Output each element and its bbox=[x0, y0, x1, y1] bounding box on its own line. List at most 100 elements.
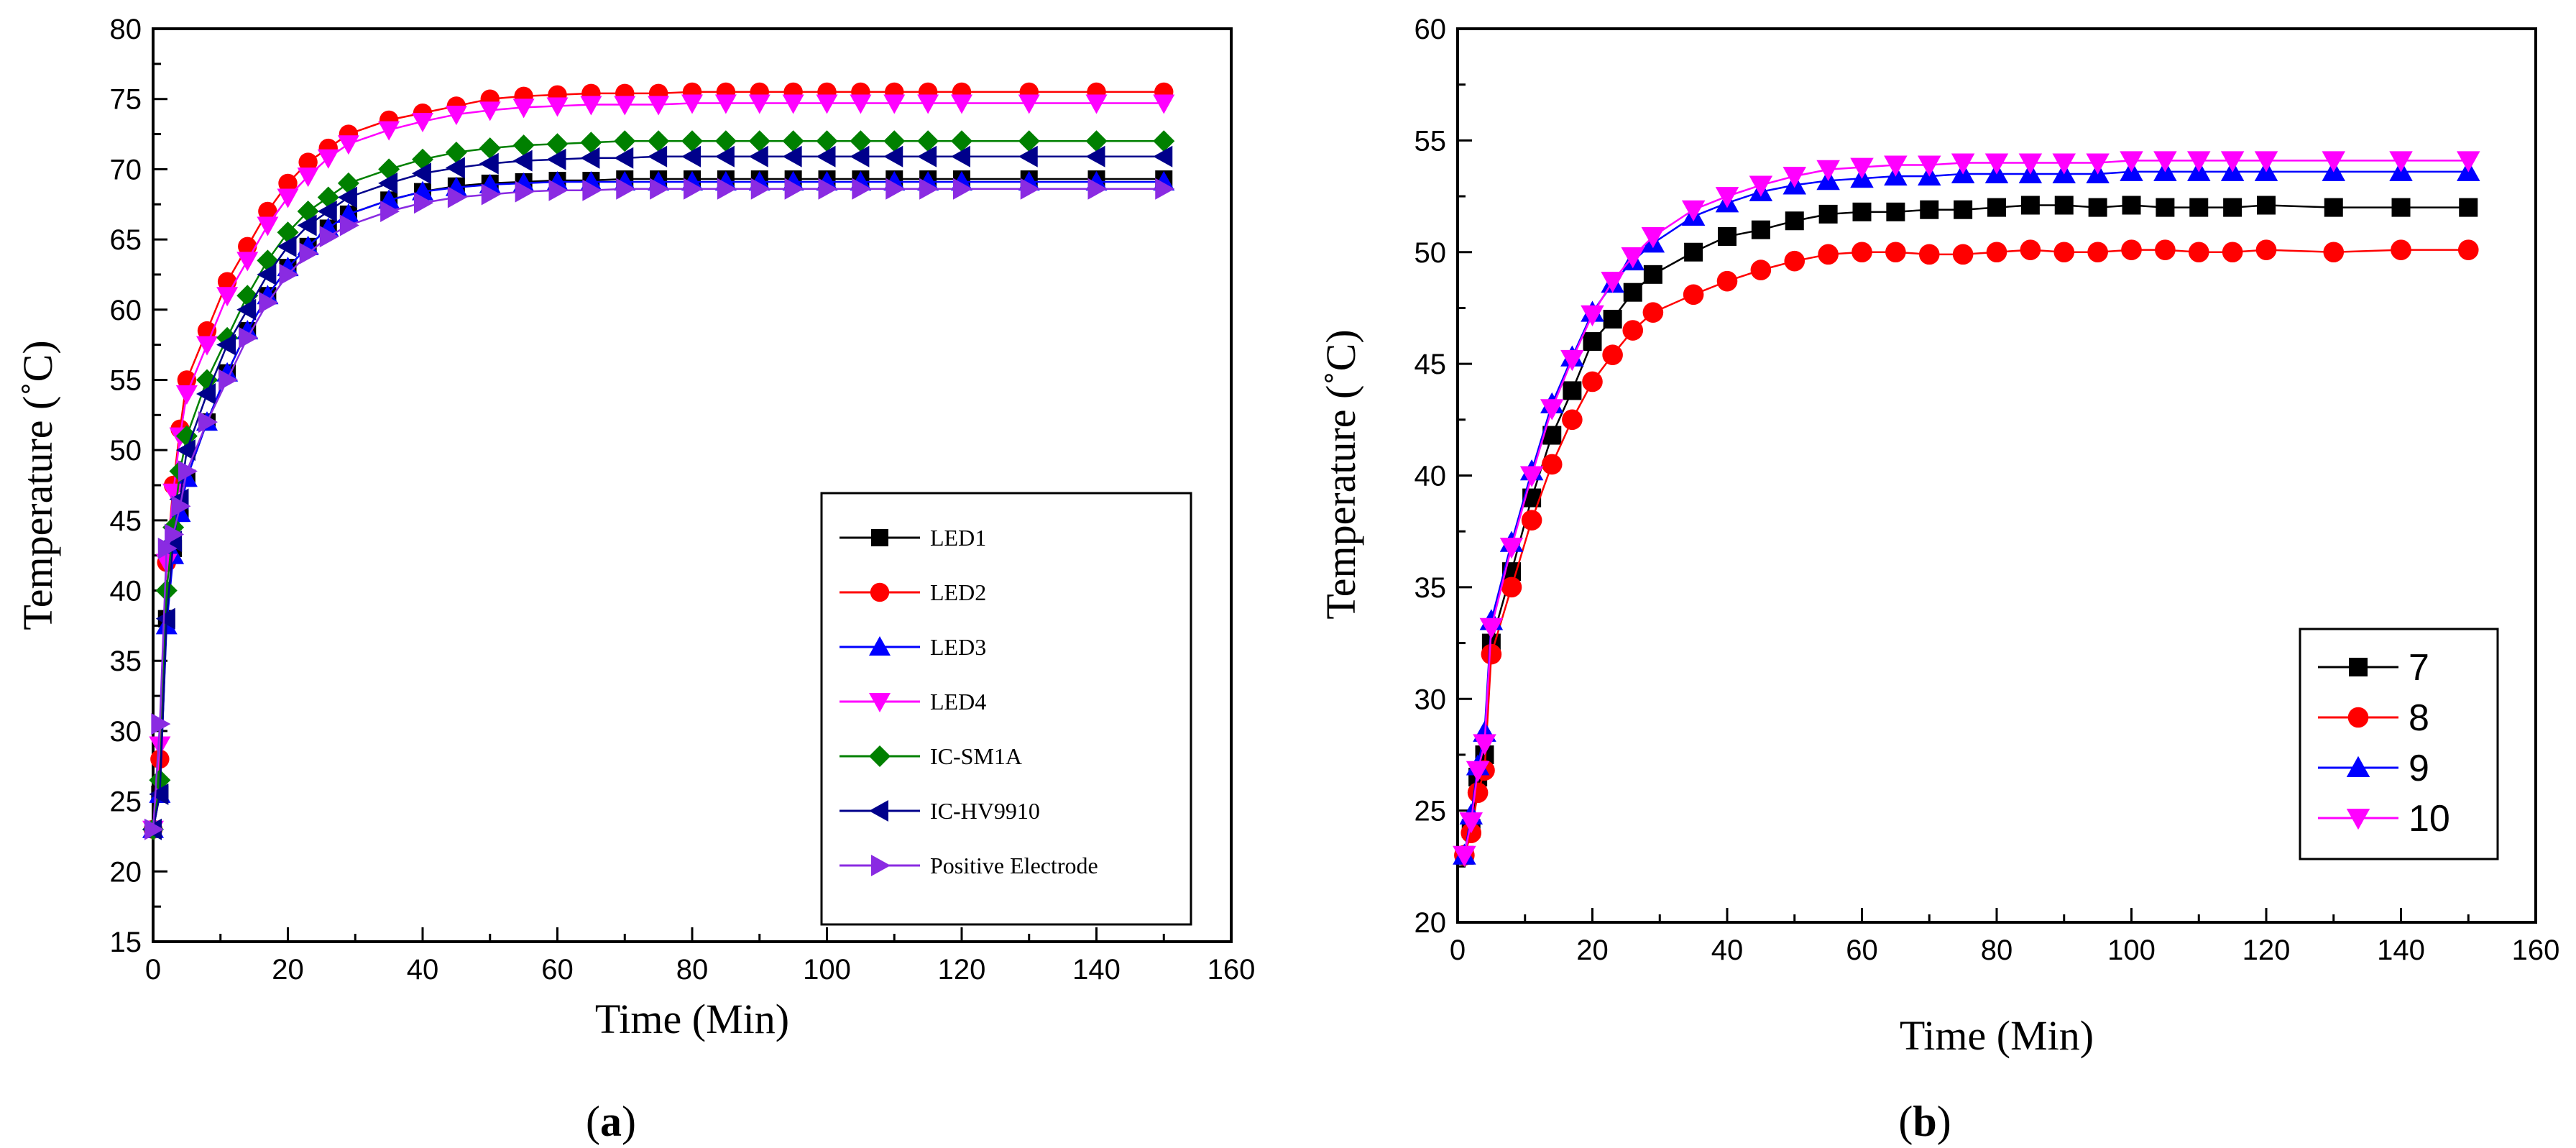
data-point bbox=[2457, 239, 2479, 260]
data-point bbox=[648, 145, 668, 167]
data-point bbox=[479, 101, 501, 121]
data-point bbox=[784, 178, 804, 200]
data-point bbox=[512, 134, 535, 157]
data-point bbox=[414, 192, 433, 214]
data-point bbox=[1541, 454, 1563, 475]
chart-a-legend: LED1 LED2 LED3 LED4 IC-SM1A IC-HV9910 Positive… bbox=[820, 492, 1192, 926]
chart-a-series-positive-electrode bbox=[144, 178, 1175, 840]
data-point bbox=[1816, 160, 1840, 182]
data-point bbox=[2120, 151, 2143, 173]
data-point bbox=[1479, 617, 1504, 640]
legend-label: IC-SM1A bbox=[930, 743, 1022, 769]
data-point bbox=[2156, 198, 2175, 217]
data-point bbox=[1642, 302, 1664, 323]
legend-marker bbox=[2346, 809, 2370, 830]
data-point bbox=[1085, 94, 1108, 114]
data-point bbox=[883, 145, 903, 167]
data-point bbox=[648, 96, 670, 116]
series-line bbox=[1463, 160, 2469, 856]
chart-a-y-tick-label: 20 bbox=[110, 856, 142, 888]
data-point bbox=[917, 94, 939, 114]
data-point bbox=[1782, 167, 1806, 188]
data-point bbox=[1018, 130, 1040, 152]
data-point bbox=[614, 96, 636, 116]
chart-a-y-tick-label: 80 bbox=[110, 14, 142, 45]
data-point bbox=[515, 180, 535, 203]
data-point bbox=[149, 783, 169, 805]
data-point bbox=[1155, 178, 1175, 200]
data-point bbox=[1582, 371, 1603, 392]
legend-marker bbox=[869, 636, 891, 656]
data-point bbox=[198, 411, 218, 433]
legend-label: 10 bbox=[2409, 798, 2450, 840]
chart-b-legend-box bbox=[2299, 628, 2499, 860]
chart-a-x-tick-label: 160 bbox=[1208, 954, 1256, 986]
data-point bbox=[1749, 175, 1773, 197]
data-point bbox=[2122, 196, 2141, 215]
data-point bbox=[447, 186, 467, 208]
data-point bbox=[1852, 202, 1872, 221]
data-point bbox=[614, 130, 636, 152]
chart-a-x-tick-label: 100 bbox=[803, 954, 851, 986]
data-point bbox=[714, 145, 735, 167]
data-point bbox=[178, 460, 198, 482]
legend-marker bbox=[869, 745, 891, 767]
data-point bbox=[1918, 155, 1941, 177]
data-point bbox=[852, 178, 872, 200]
data-point bbox=[782, 130, 804, 152]
data-point bbox=[196, 383, 216, 405]
data-point bbox=[1751, 220, 1770, 239]
data-point bbox=[951, 94, 972, 114]
legend-label: LED1 bbox=[930, 525, 986, 551]
chart-b-x-tick-label: 40 bbox=[1711, 935, 1744, 966]
chart-a: 15 20 25 30 35 40 45 50 55 60 65 70 75 80 0 20 40 60 80 10… bbox=[14, 14, 1255, 1145]
data-point bbox=[681, 130, 703, 152]
legend-label: 7 bbox=[2409, 647, 2429, 689]
legend-label: 8 bbox=[2409, 697, 2429, 739]
data-point bbox=[816, 145, 836, 167]
data-point bbox=[1085, 130, 1108, 152]
data-point bbox=[1459, 812, 1483, 834]
data-point bbox=[2189, 198, 2209, 217]
chart-b-y-tick-label: 55 bbox=[1414, 125, 1447, 157]
data-point bbox=[684, 178, 703, 200]
data-point bbox=[445, 157, 465, 179]
data-point bbox=[714, 130, 737, 152]
data-point bbox=[1951, 153, 1975, 175]
chart-b-y-axis-title: Temperature (˚C) bbox=[1317, 329, 1364, 619]
data-point bbox=[2188, 242, 2209, 263]
chart-a-y-axis-title: Temperature (˚C) bbox=[14, 340, 61, 630]
data-point bbox=[2018, 153, 2043, 175]
chart-b-x-axis-title: Time (Min) bbox=[1900, 1012, 2094, 1059]
chart-b-y-tick-label: 60 bbox=[1414, 14, 1447, 45]
chart-b-y-tick-label: 45 bbox=[1414, 349, 1447, 380]
data-point bbox=[337, 186, 357, 208]
legend-label: Positive Electrode bbox=[930, 853, 1098, 878]
data-point bbox=[1153, 145, 1173, 167]
chart-a-y-tick-label: 65 bbox=[110, 224, 142, 256]
data-point bbox=[2052, 153, 2076, 175]
data-point bbox=[319, 226, 339, 248]
data-point bbox=[1583, 332, 1602, 352]
data-point bbox=[1481, 643, 1502, 665]
series-line bbox=[1463, 249, 2469, 856]
chart-a-y-tick-label: 15 bbox=[110, 927, 142, 958]
data-point bbox=[481, 183, 501, 206]
data-point bbox=[1501, 577, 1522, 598]
data-point bbox=[512, 98, 535, 119]
legend-marker bbox=[871, 529, 888, 546]
data-point bbox=[236, 298, 257, 321]
data-point bbox=[297, 214, 317, 237]
data-point bbox=[2223, 198, 2242, 217]
data-point bbox=[546, 148, 566, 170]
chart-a-x-tick-label: 80 bbox=[676, 954, 709, 986]
data-point bbox=[917, 130, 939, 152]
chart-a-y-tick-label: 75 bbox=[110, 84, 142, 116]
data-point bbox=[953, 178, 972, 200]
data-point bbox=[1085, 145, 1105, 167]
data-point bbox=[818, 178, 838, 200]
data-point bbox=[580, 132, 602, 154]
data-point bbox=[816, 94, 838, 114]
data-point bbox=[2088, 198, 2107, 217]
chart-b-x-tick-label: 20 bbox=[1576, 935, 1609, 966]
